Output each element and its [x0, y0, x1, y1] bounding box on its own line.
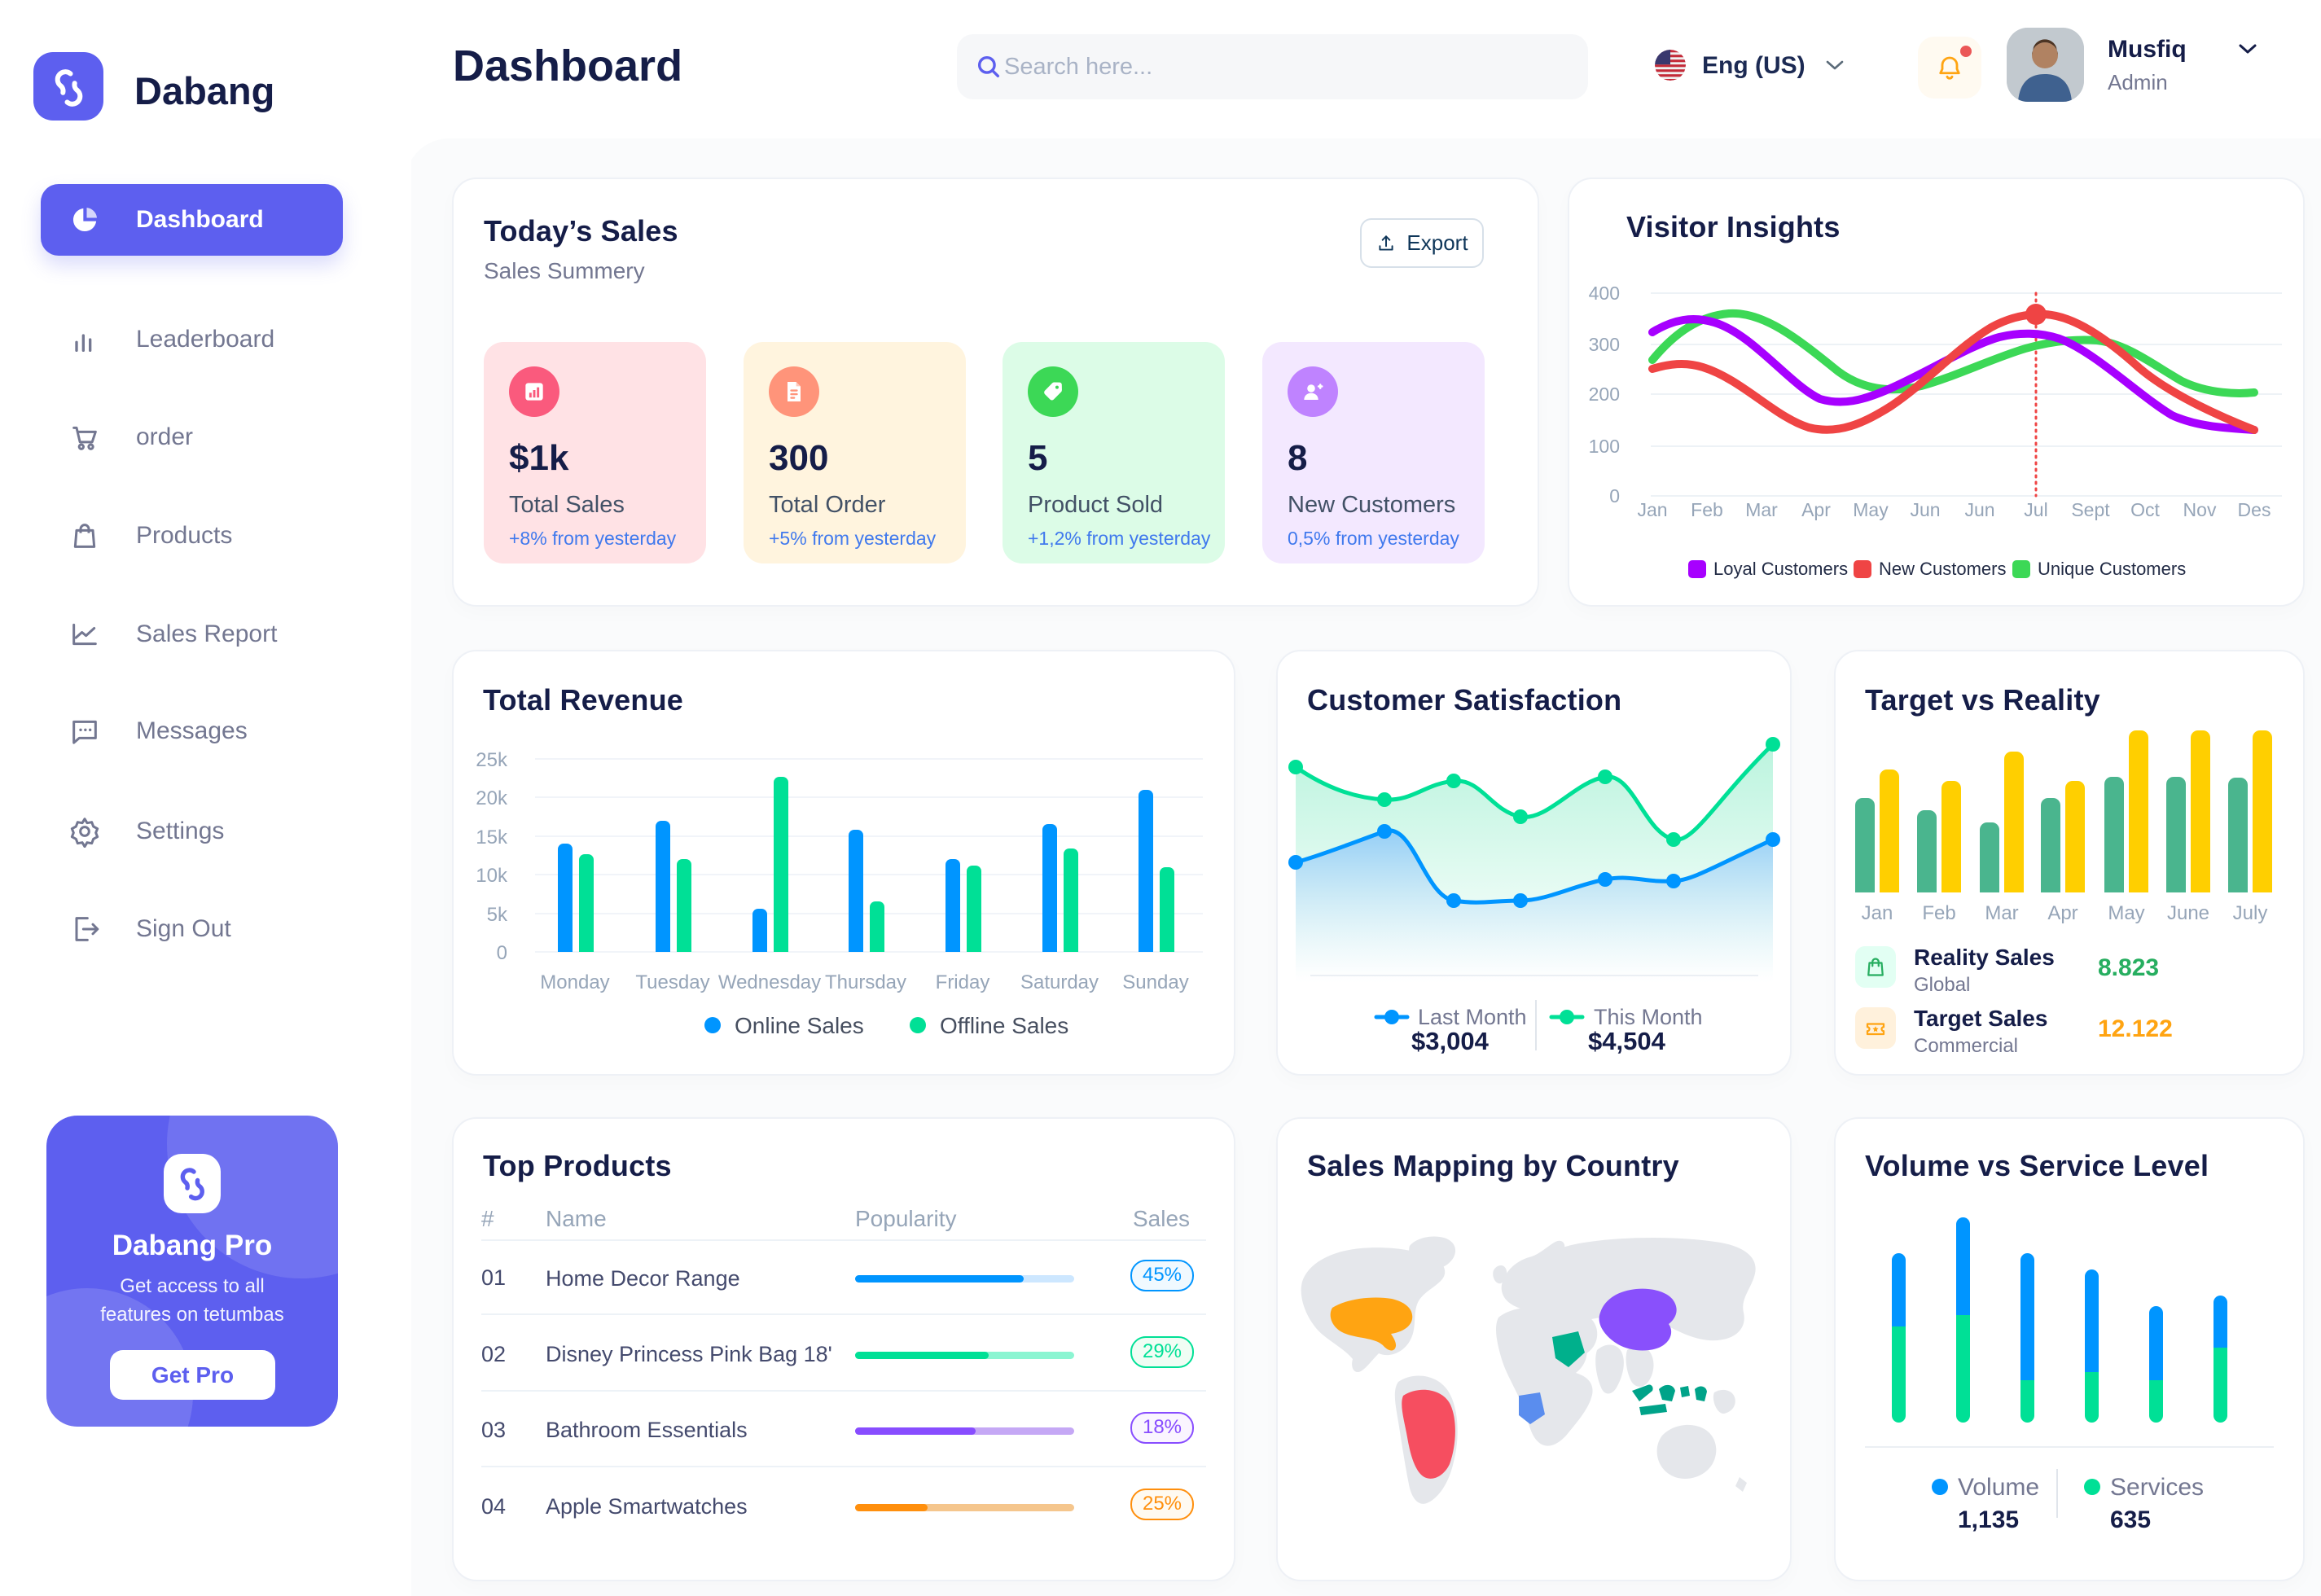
svg-text:04: 04 [481, 1494, 506, 1519]
svg-text:Target Sales: Target Sales [1914, 1006, 2047, 1031]
svg-text:Friday: Friday [936, 971, 990, 993]
svg-text:New Customers: New Customers [1879, 559, 2006, 579]
svg-text:Disney Princess Pink Bag 18': Disney Princess Pink Bag 18' [546, 1342, 832, 1366]
svg-text:Thursday: Thursday [825, 971, 906, 993]
svg-text:Mar: Mar [1745, 499, 1778, 520]
svg-text:Apr: Apr [1801, 499, 1831, 520]
svg-text:01: 01 [481, 1265, 506, 1290]
svg-text:20k: 20k [476, 787, 508, 809]
svg-text:25k: 25k [476, 749, 508, 771]
svg-text:Jan: Jan [1862, 902, 1893, 924]
svg-text:1,135: 1,135 [1958, 1506, 2019, 1533]
svg-text:Des: Des [2238, 499, 2271, 520]
svg-text:03: 03 [481, 1418, 506, 1442]
svg-text:Nov: Nov [2183, 499, 2217, 520]
svg-text:Global: Global [1914, 974, 1970, 996]
svg-text:Jun: Jun [1910, 499, 1940, 520]
svg-text:Oct: Oct [2130, 499, 2160, 520]
svg-text:0: 0 [497, 942, 507, 964]
svg-text:Tuesday: Tuesday [635, 971, 709, 993]
svg-text:May: May [2108, 902, 2144, 924]
svg-text:02: 02 [481, 1342, 506, 1366]
svg-text:0: 0 [1609, 485, 1620, 506]
svg-text:Feb: Feb [1691, 499, 1723, 520]
svg-text:Mar: Mar [1985, 902, 2018, 924]
svg-text:29%: 29% [1143, 1340, 1182, 1362]
svg-text:Jun: Jun [1964, 499, 1994, 520]
svg-text:May: May [1853, 499, 1889, 520]
svg-text:Reality Sales: Reality Sales [1914, 945, 2055, 970]
svg-text:Offline Sales: Offline Sales [940, 1013, 1068, 1038]
svg-text:Wednesday: Wednesday [718, 971, 821, 993]
svg-text:Sept: Sept [2071, 499, 2110, 520]
svg-text:Volume: Volume [1958, 1474, 2039, 1501]
svg-text:July: July [2233, 902, 2268, 924]
svg-text:This Month: This Month [1594, 1005, 1703, 1029]
svg-text:300: 300 [1589, 334, 1620, 355]
svg-text:Saturday: Saturday [1020, 971, 1099, 993]
svg-text:Popularity: Popularity [855, 1206, 957, 1231]
svg-text:45%: 45% [1143, 1264, 1182, 1286]
svg-text:Jan: Jan [1637, 499, 1667, 520]
svg-text:Sunday: Sunday [1122, 971, 1188, 993]
svg-text:8.823: 8.823 [2098, 954, 2159, 981]
svg-text:Feb: Feb [1922, 902, 1955, 924]
svg-text:200: 200 [1589, 384, 1620, 405]
svg-text:Apple Smartwatches: Apple Smartwatches [546, 1494, 748, 1519]
svg-text:Bathroom Essentials: Bathroom Essentials [546, 1418, 748, 1442]
svg-text:25%: 25% [1143, 1493, 1182, 1515]
svg-text:100: 100 [1589, 436, 1620, 457]
svg-text:Services: Services [2110, 1474, 2204, 1501]
svg-text:18%: 18% [1143, 1416, 1182, 1438]
svg-text:10k: 10k [476, 865, 508, 887]
svg-text:Sales: Sales [1133, 1206, 1190, 1231]
svg-text:635: 635 [2110, 1506, 2151, 1533]
svg-text:$3,004: $3,004 [1411, 1027, 1490, 1055]
svg-text:Name: Name [546, 1206, 607, 1231]
svg-text:Home Decor Range: Home Decor Range [546, 1266, 740, 1291]
svg-text:Last Month: Last Month [1418, 1005, 1527, 1029]
svg-text:5k: 5k [487, 904, 508, 926]
svg-text:Jul: Jul [2024, 499, 2047, 520]
svg-text:June: June [2167, 902, 2209, 924]
svg-text:400: 400 [1589, 283, 1620, 304]
svg-text:Commercial: Commercial [1914, 1035, 2018, 1057]
svg-text:12.122: 12.122 [2098, 1015, 2173, 1042]
svg-text:Online Sales: Online Sales [735, 1013, 864, 1038]
svg-text:Monday: Monday [540, 971, 609, 993]
svg-text:Loyal Customers: Loyal Customers [1713, 559, 1848, 579]
svg-text:$4,504: $4,504 [1588, 1027, 1666, 1055]
svg-text:15k: 15k [476, 826, 508, 848]
svg-text:#: # [481, 1206, 494, 1231]
svg-text:Unique Customers: Unique Customers [2038, 559, 2186, 579]
svg-text:Apr: Apr [2047, 902, 2077, 924]
